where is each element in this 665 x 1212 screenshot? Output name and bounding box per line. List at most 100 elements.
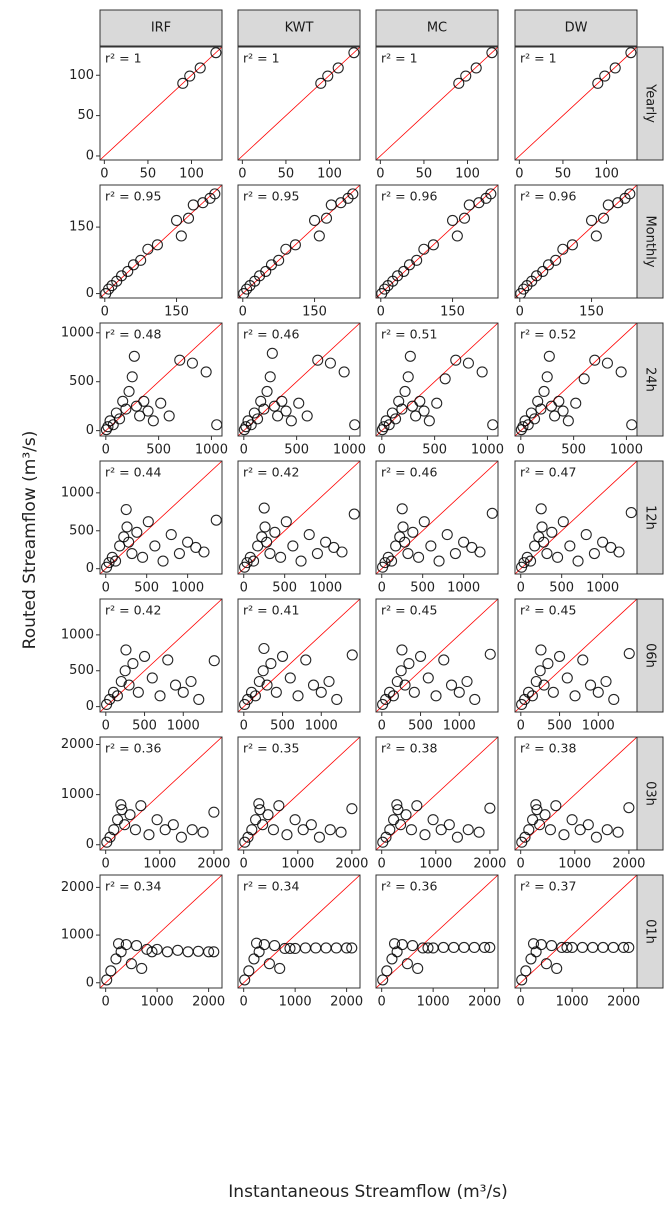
point (446, 214, 459, 227)
annotation: r² = 0.34 (105, 879, 161, 894)
x-tick-label: 500 (547, 719, 572, 734)
point (398, 265, 410, 277)
point (138, 395, 150, 407)
panel-marks (238, 599, 360, 712)
point (523, 686, 535, 698)
panel-border (237, 460, 361, 575)
point (395, 665, 407, 677)
point (399, 679, 411, 691)
point (284, 672, 296, 684)
point (239, 974, 251, 986)
point (599, 70, 611, 82)
column-strip-label: MC (427, 21, 447, 36)
x-tick-label: 0 (378, 443, 386, 458)
x-tick-label: 1000 (281, 857, 314, 872)
point (518, 557, 530, 569)
panel-border (99, 598, 223, 713)
point (151, 239, 163, 251)
panel-border (99, 322, 223, 437)
point (348, 508, 360, 520)
x-tick-label: 1000 (586, 581, 619, 596)
point (396, 644, 408, 656)
row-strip (636, 46, 664, 161)
point (284, 942, 296, 954)
point (537, 265, 549, 277)
point (484, 941, 496, 954)
annotation: r² = 0.48 (105, 327, 161, 342)
point (474, 546, 486, 558)
point (185, 675, 197, 688)
panel-border (375, 322, 499, 437)
point (116, 804, 128, 816)
point (473, 826, 485, 838)
point (323, 675, 335, 688)
point (210, 47, 222, 59)
point (536, 521, 548, 533)
point (425, 540, 437, 552)
annotation: r² = 0.96 (520, 189, 576, 204)
y-tick-label: 1000 (61, 485, 94, 500)
point (198, 546, 210, 558)
x-tick-label: 1000 (141, 995, 174, 1010)
point (546, 526, 558, 538)
point (525, 953, 537, 965)
point (122, 265, 134, 277)
point (625, 47, 637, 59)
point (461, 675, 473, 688)
point (151, 814, 163, 826)
panel-border (99, 736, 223, 851)
x-tick-label: 1000 (582, 719, 615, 734)
panel-border (514, 322, 638, 437)
point (182, 536, 194, 548)
x-tick-label: 1000 (143, 857, 176, 872)
point (462, 357, 474, 369)
point (550, 800, 562, 812)
point (105, 965, 117, 977)
point (592, 77, 604, 89)
point (445, 679, 458, 691)
point (182, 212, 195, 224)
x-tick-label: 0 (100, 167, 108, 182)
point (275, 551, 287, 563)
point (411, 254, 423, 266)
point (393, 395, 405, 407)
annotation: r² = 1 (520, 51, 557, 66)
panel-marks (376, 737, 498, 850)
x-tick-label: 1000 (417, 995, 450, 1010)
point (386, 953, 398, 965)
point (403, 658, 415, 670)
y-axis-label: Routed Streamflow (m³/s) (20, 431, 40, 650)
point (103, 283, 115, 295)
reference-line (100, 323, 222, 436)
point (120, 644, 132, 656)
point (601, 824, 613, 836)
point (534, 819, 546, 831)
point (449, 547, 461, 560)
point (106, 551, 118, 563)
row-strip-label: 12h (643, 505, 658, 530)
reference-line (238, 323, 360, 436)
reference-line (100, 875, 222, 988)
row-strip (636, 736, 664, 851)
point (126, 371, 138, 383)
point (379, 557, 391, 569)
point (458, 212, 471, 224)
x-tick-label: 2000 (468, 995, 501, 1010)
point (346, 803, 358, 815)
point (382, 551, 394, 563)
point (142, 516, 154, 528)
point (175, 831, 187, 843)
y-tick-label: 50 (77, 108, 94, 123)
annotation: r² = 0.42 (243, 465, 299, 480)
point (612, 826, 624, 838)
y-tick-label: 0 (86, 837, 94, 852)
point (407, 526, 419, 538)
panel-border (99, 184, 223, 299)
point (469, 693, 481, 705)
point (605, 541, 617, 554)
panel-border (99, 874, 223, 989)
x-tick-label: 0 (240, 857, 248, 872)
point (124, 809, 136, 821)
point (136, 962, 148, 975)
